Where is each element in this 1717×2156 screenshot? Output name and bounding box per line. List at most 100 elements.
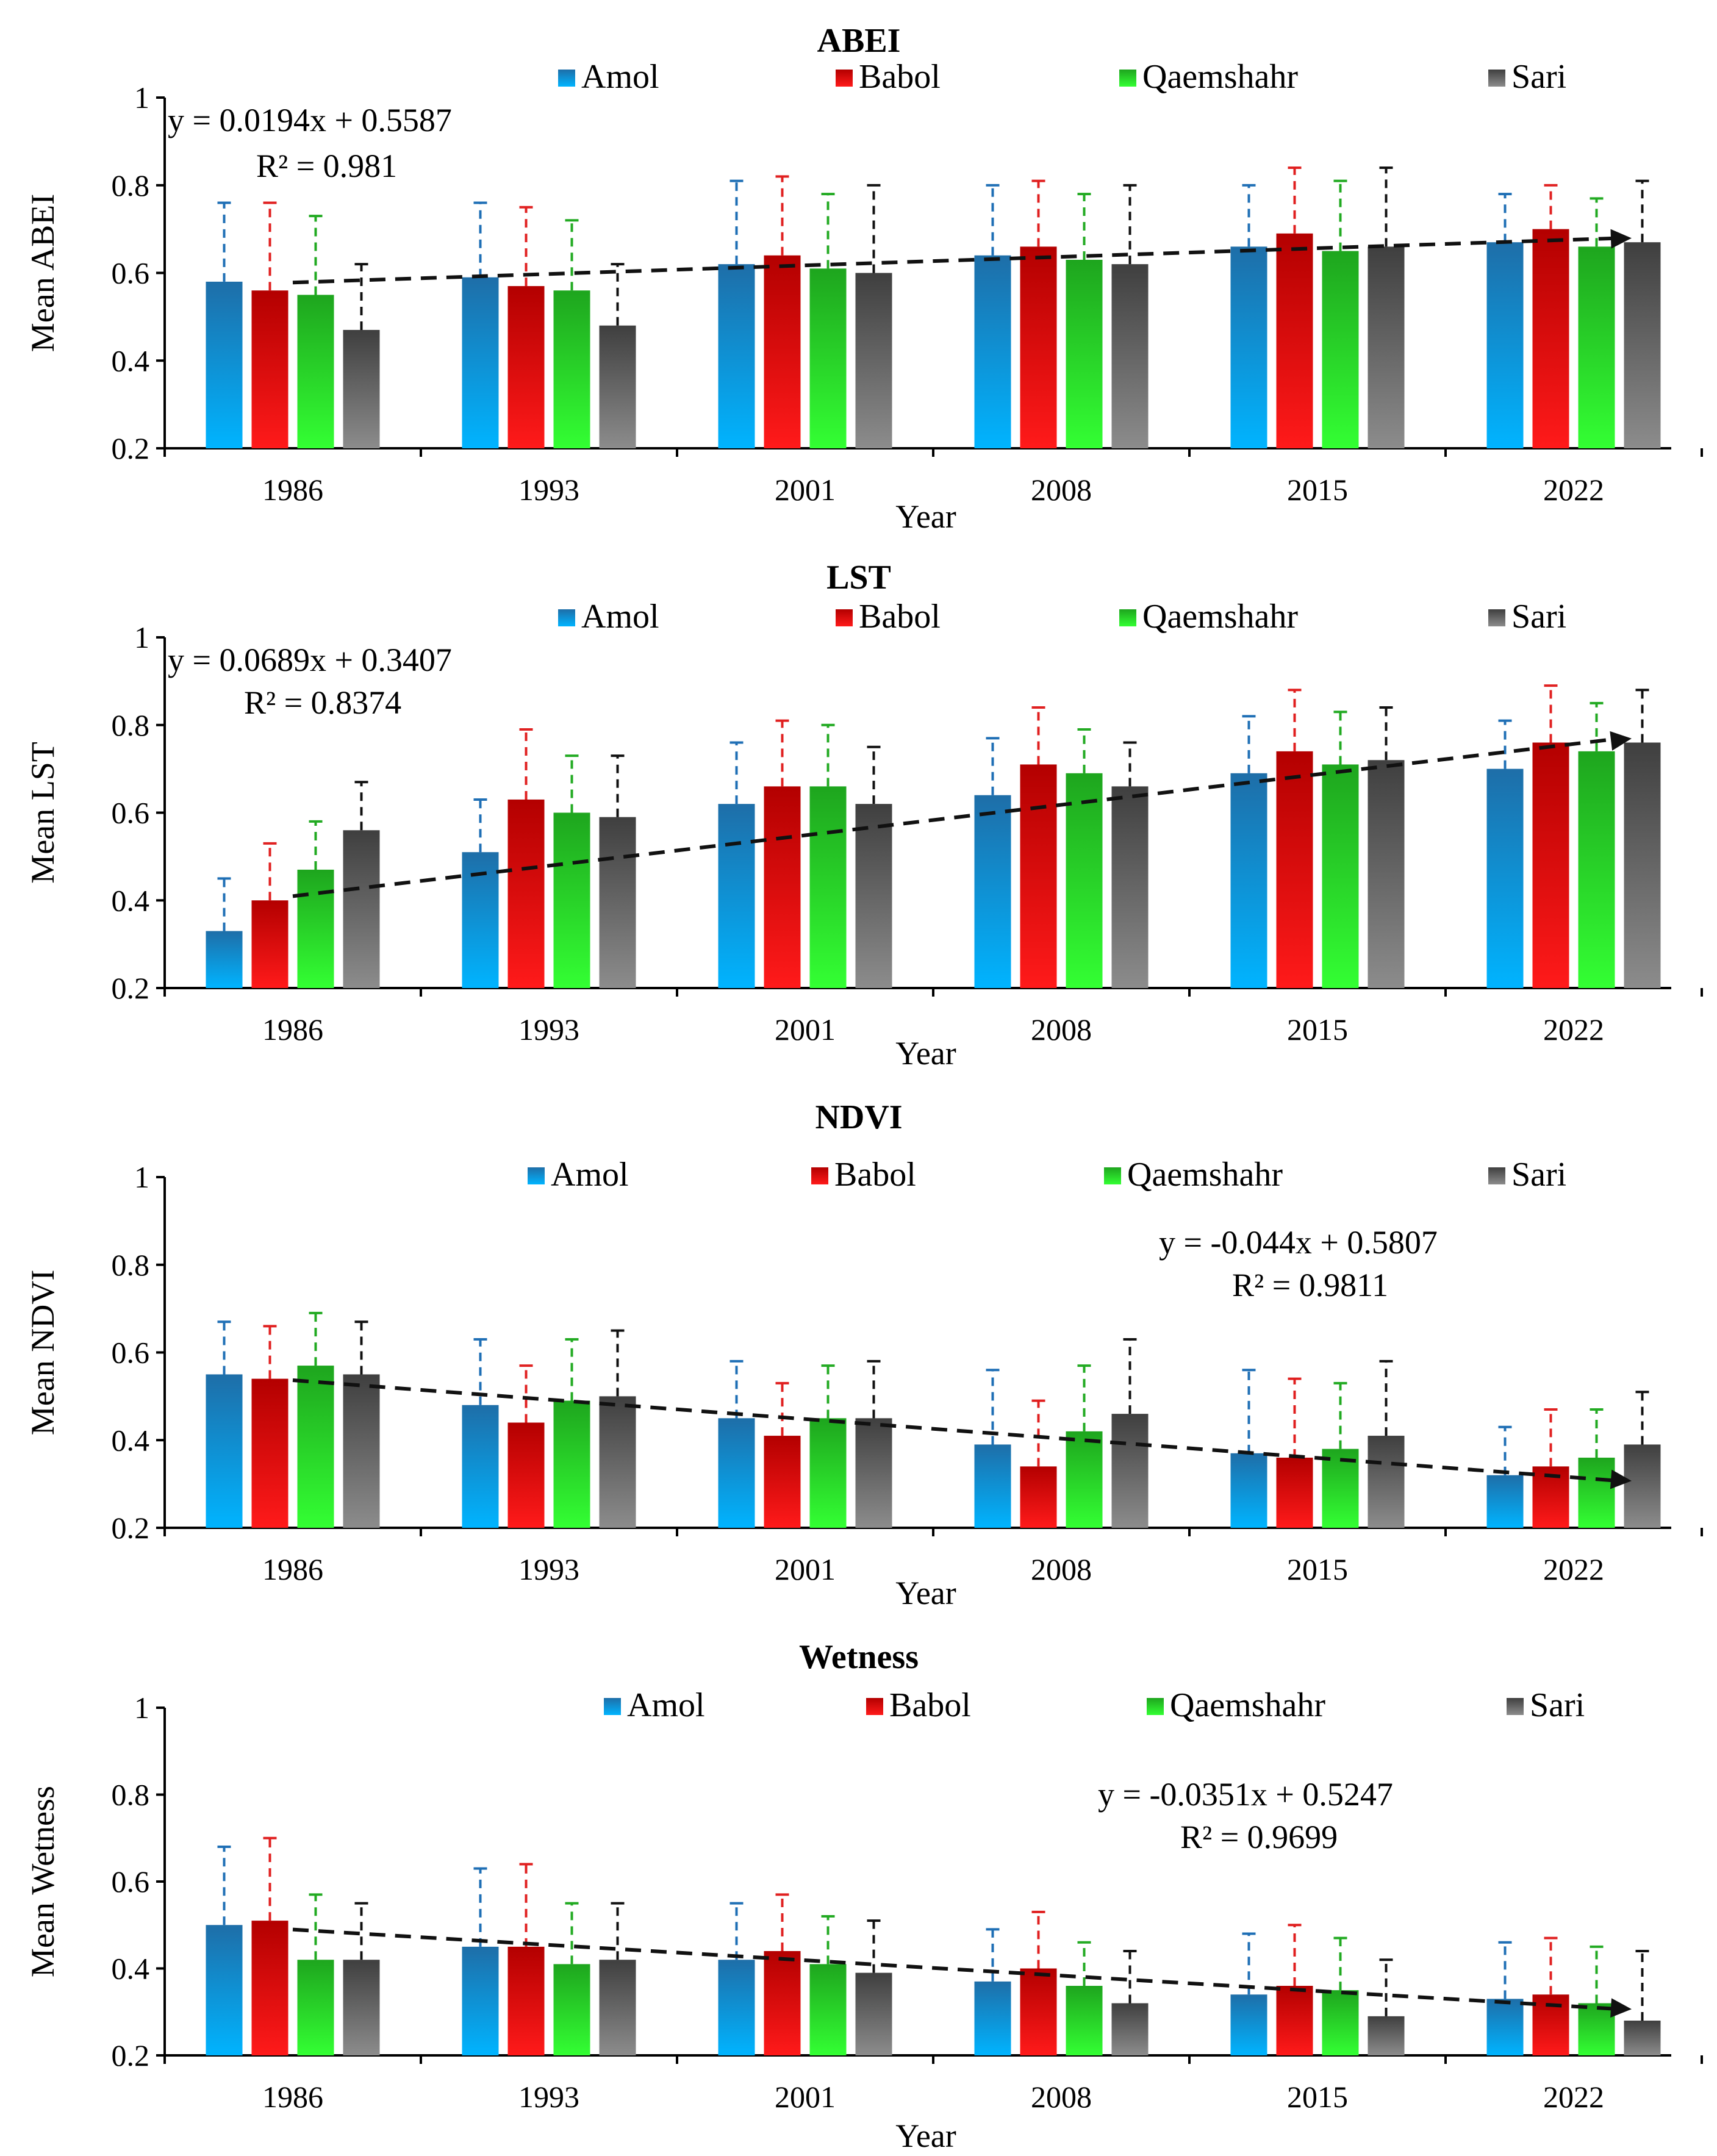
bar-sari-2001 bbox=[855, 804, 892, 988]
legend-swatch-sari bbox=[1488, 609, 1505, 626]
bar-qaemshahr-1993 bbox=[553, 1964, 590, 2055]
x-tick-label: 2022 bbox=[1543, 2080, 1604, 2114]
y-tick-label: 0.4 bbox=[112, 1423, 150, 1457]
bar-qaemshahr-2022 bbox=[1578, 2003, 1615, 2055]
legend-label-babol: Babol bbox=[859, 598, 941, 636]
legend-label-babol: Babol bbox=[889, 1686, 971, 1724]
y-tick-label: 0.4 bbox=[112, 883, 150, 917]
legend-swatch-sari bbox=[1488, 70, 1505, 87]
bar-babol-1993 bbox=[507, 286, 545, 448]
bar-amol-2008 bbox=[974, 1981, 1011, 2055]
bar-amol-2001 bbox=[718, 1960, 755, 2055]
x-tick-label: 2015 bbox=[1287, 473, 1348, 507]
bar-babol-2015 bbox=[1276, 233, 1313, 448]
bar-sari-1993 bbox=[599, 1960, 636, 2055]
bar-sari-2015 bbox=[1368, 1436, 1405, 1528]
y-axis-label: Mean NDVI bbox=[24, 1270, 61, 1435]
legend-label-babol: Babol bbox=[859, 58, 941, 96]
bar-sari-1986 bbox=[343, 830, 380, 988]
bar-babol-2008 bbox=[1020, 246, 1057, 448]
bar-qaemshahr-2022 bbox=[1578, 1458, 1615, 1528]
bar-sari-2008 bbox=[1111, 1414, 1149, 1528]
bar-amol-2015 bbox=[1230, 1453, 1267, 1528]
trend-r-squared: R² = 0.8374 bbox=[244, 684, 401, 721]
legend-label-amol: Amol bbox=[581, 58, 659, 96]
bar-babol-2015 bbox=[1276, 1458, 1313, 1528]
trendline bbox=[292, 736, 1620, 898]
legend-label-amol: Amol bbox=[581, 598, 659, 636]
bar-amol-1993 bbox=[462, 277, 499, 448]
x-tick-label: 2001 bbox=[775, 1552, 836, 1586]
x-tick-label: 1986 bbox=[262, 2080, 323, 2114]
y-tick-label: 0.6 bbox=[112, 1336, 150, 1370]
bar-amol-1993 bbox=[462, 1405, 499, 1528]
x-tick-label: 2008 bbox=[1031, 1012, 1092, 1047]
trendline-arrowhead bbox=[1610, 1998, 1632, 2018]
legend-label-qaemshahr: Qaemshahr bbox=[1127, 1156, 1283, 1194]
x-tick-label: 2008 bbox=[1031, 473, 1092, 507]
trend-equation: y = -0.044x + 0.5807 bbox=[1159, 1224, 1438, 1261]
legend-swatch-babol bbox=[836, 70, 853, 87]
bar-sari-2022 bbox=[1624, 1444, 1661, 1528]
bar-babol-1986 bbox=[251, 900, 289, 988]
bar-babol-2008 bbox=[1020, 1968, 1057, 2055]
legend-swatch-babol bbox=[866, 1698, 883, 1715]
bar-qaemshahr-2015 bbox=[1322, 764, 1359, 988]
trend-r-squared: R² = 0.9699 bbox=[1180, 1819, 1338, 1855]
trend-r-squared: R² = 0.981 bbox=[256, 148, 397, 184]
bar-qaemshahr-2008 bbox=[1066, 1986, 1103, 2055]
bar-qaemshahr-1993 bbox=[553, 290, 590, 448]
bar-amol-2015 bbox=[1230, 773, 1267, 988]
x-tick-label: 1986 bbox=[262, 1552, 323, 1586]
bar-qaemshahr-2022 bbox=[1578, 751, 1615, 988]
x-tick-label: 1993 bbox=[518, 1012, 579, 1047]
bar-babol-1986 bbox=[251, 1378, 289, 1528]
bar-amol-1986 bbox=[206, 931, 243, 988]
bar-qaemshahr-2001 bbox=[809, 786, 847, 988]
bar-babol-1993 bbox=[507, 1422, 545, 1528]
legend-swatch-amol bbox=[604, 1698, 621, 1715]
bar-babol-2015 bbox=[1276, 1986, 1313, 2055]
y-axis-label: Mean Wetness bbox=[24, 1786, 61, 1977]
legend-label-qaemshahr: Qaemshahr bbox=[1142, 58, 1298, 96]
bar-babol-2015 bbox=[1276, 751, 1313, 988]
legend-label-qaemshahr: Qaemshahr bbox=[1170, 1686, 1325, 1724]
trend-equation: y = -0.0351x + 0.5247 bbox=[1098, 1776, 1393, 1813]
bar-qaemshahr-2001 bbox=[809, 1964, 847, 2055]
bar-amol-2022 bbox=[1486, 1999, 1524, 2055]
trendline-arrowhead bbox=[1610, 229, 1632, 249]
bar-babol-2001 bbox=[764, 255, 801, 448]
panel-abei: ABEI 0.2 0.4 0.6 0.8 1 Mean ABEI 1986 1993 2001 20… bbox=[24, 22, 1703, 535]
bar-sari-2022 bbox=[1624, 2021, 1661, 2055]
bar-amol-2001 bbox=[718, 1418, 755, 1528]
x-tick-label: 2022 bbox=[1543, 1012, 1604, 1047]
bar-amol-2022 bbox=[1486, 242, 1524, 448]
bar-sari-2001 bbox=[855, 273, 892, 448]
x-tick-label: 2008 bbox=[1031, 2080, 1092, 2114]
bar-amol-1986 bbox=[206, 1925, 243, 2055]
bar-sari-2001 bbox=[855, 1418, 892, 1528]
legend-label-qaemshahr: Qaemshahr bbox=[1142, 598, 1298, 636]
bar-amol-2022 bbox=[1486, 768, 1524, 988]
bar-amol-2001 bbox=[718, 264, 755, 448]
legend-label-sari: Sari bbox=[1530, 1686, 1585, 1724]
bar-babol-2008 bbox=[1020, 764, 1057, 988]
bar-qaemshahr-2001 bbox=[809, 1418, 847, 1528]
y-axis-label: Mean ABEI bbox=[24, 194, 61, 352]
bar-sari-2001 bbox=[855, 1972, 892, 2055]
bar-amol-2015 bbox=[1230, 246, 1267, 448]
bar-qaemshahr-2008 bbox=[1066, 773, 1103, 988]
chart-title: NDVI bbox=[815, 1098, 902, 1136]
bar-babol-2008 bbox=[1020, 1466, 1057, 1528]
bar-sari-1993 bbox=[599, 1396, 636, 1528]
legend-swatch-qaemshahr bbox=[1104, 1167, 1121, 1184]
y-tick-label: 1 bbox=[134, 1691, 149, 1725]
legend-swatch-sari bbox=[1488, 1167, 1505, 1184]
bar-sari-2008 bbox=[1111, 786, 1149, 988]
x-tick-label: 2001 bbox=[775, 473, 836, 507]
bar-sari-2008 bbox=[1111, 2003, 1149, 2055]
y-tick-label: 1 bbox=[134, 1160, 149, 1194]
bar-qaemshahr-2008 bbox=[1066, 259, 1103, 448]
x-tick-label: 1993 bbox=[518, 473, 579, 507]
